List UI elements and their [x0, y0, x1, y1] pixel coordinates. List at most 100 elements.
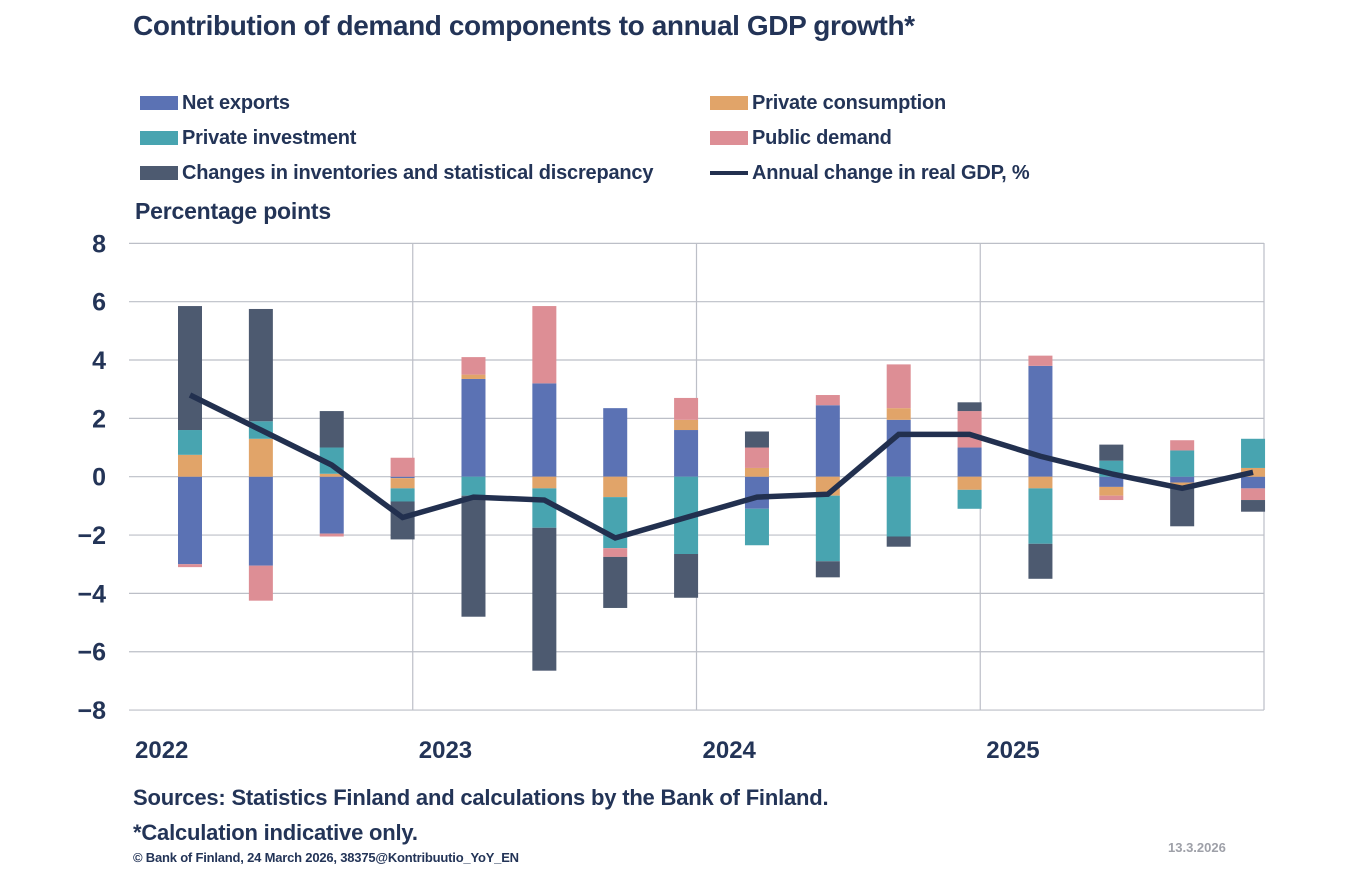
bar-segment — [603, 556, 628, 608]
bar-segment — [886, 364, 911, 409]
bar-segment — [674, 554, 699, 598]
bar-segment — [957, 489, 982, 509]
bar-segment — [744, 431, 769, 448]
bar-segment — [1099, 444, 1124, 461]
bar-segment — [1241, 488, 1266, 501]
bar-segment — [1241, 438, 1266, 468]
public-demand-swatch-icon — [710, 131, 748, 145]
y-axis-unit-label: Percentage points — [135, 198, 331, 224]
bar-segment — [886, 536, 911, 547]
bar-segment — [532, 488, 557, 528]
bar-segment — [248, 438, 273, 477]
bar-segment — [1099, 495, 1124, 501]
y-tick-label: −2 — [77, 522, 106, 550]
bar-segment — [674, 419, 699, 431]
bar-segment — [957, 402, 982, 412]
bar-segment — [957, 476, 982, 490]
private-consumption-swatch-icon — [710, 96, 748, 110]
bar-segment — [674, 430, 699, 477]
private-investment-swatch-icon — [140, 131, 178, 145]
bar-segment — [1028, 543, 1053, 579]
bar-segment — [1241, 500, 1266, 512]
bar-segment — [1241, 476, 1266, 489]
bar-segment — [178, 454, 202, 477]
y-tick-label: −8 — [77, 697, 106, 725]
sources-note: Sources: Statistics Finland and calculat… — [133, 785, 829, 810]
bar-segment — [815, 405, 840, 477]
bar-segment — [248, 476, 273, 566]
bar-segment — [461, 357, 486, 375]
bar-segment — [461, 374, 486, 379]
copyright-line: © Bank of Finland, 24 March 2026, 38375@… — [133, 850, 519, 865]
y-tick-label: −4 — [77, 580, 106, 608]
bar-segment — [461, 476, 486, 496]
gdp-line-swatch-icon — [710, 171, 748, 175]
bar-segment — [744, 467, 769, 477]
bar-segment — [744, 476, 769, 509]
legend-item-private-consumption: Private consumption — [710, 91, 947, 114]
legend-item-inventories: Changes in inventories and statistical d… — [140, 161, 654, 184]
bar-segment — [957, 411, 982, 448]
bar-segment — [178, 564, 202, 568]
bar-segment — [532, 476, 557, 489]
bar-segment — [815, 561, 840, 578]
bar-segment — [1170, 450, 1195, 477]
bar-segment — [390, 478, 415, 489]
chart-title: Contribution of demand components to ann… — [133, 10, 915, 41]
legend-item-private-investment: Private investment — [140, 127, 356, 149]
bar-segment — [461, 378, 486, 477]
bar-segment — [390, 457, 415, 477]
bar-segment — [248, 565, 273, 601]
legend-label: Private consumption — [752, 91, 947, 114]
bar-segment — [390, 501, 415, 540]
bar-segment — [674, 397, 699, 420]
bar-segment — [532, 306, 557, 384]
legend-item-public-demand: Public demand — [710, 126, 892, 149]
y-tick-label: 4 — [92, 347, 106, 375]
bar-segment — [1170, 440, 1195, 451]
bar-segment — [1028, 355, 1053, 366]
inventories-swatch-icon — [140, 166, 178, 180]
bar-segment — [603, 476, 628, 498]
x-year-label: 2025 — [986, 737, 1039, 764]
bar-segment — [603, 408, 628, 477]
bar-segment — [886, 408, 911, 420]
x-year-label: 2023 — [419, 737, 472, 764]
bar-segment — [1099, 476, 1124, 487]
bar-segment — [603, 548, 628, 557]
y-tick-label: 0 — [92, 464, 106, 492]
bar-segment — [1099, 486, 1124, 496]
bar-segment — [319, 473, 344, 477]
bar-segment — [178, 306, 202, 431]
bar-segment — [319, 476, 344, 534]
y-tick-label: 6 — [92, 289, 106, 317]
bar-segment — [1028, 476, 1053, 489]
legend-label: Public demand — [752, 126, 892, 149]
x-year-label: 2022 — [135, 737, 188, 764]
print-date: 13.3.2026 — [1168, 840, 1226, 855]
bar-segment — [957, 447, 982, 477]
net-exports-swatch-icon — [140, 96, 178, 110]
bar-segment — [744, 508, 769, 546]
bar-segment — [390, 476, 415, 479]
x-year-label: 2024 — [703, 737, 757, 764]
bar-segment — [390, 488, 415, 502]
bar-segment — [744, 447, 769, 468]
bar-segment — [532, 383, 557, 477]
bar-segment — [886, 476, 911, 537]
legend-label: Annual change in real GDP, % — [752, 161, 1030, 184]
bar-segment — [1170, 476, 1195, 483]
legend-item-net-exports: Net exports — [140, 91, 290, 114]
bar-segment — [1170, 482, 1195, 486]
y-tick-label: 8 — [92, 230, 106, 258]
y-tick-label: 2 — [92, 405, 106, 433]
bar-segment — [461, 495, 486, 617]
bar-segment — [1170, 485, 1195, 527]
legend-label: Changes in inventories and statistical d… — [182, 161, 654, 184]
y-tick-label: −6 — [77, 639, 106, 667]
bar-segment — [1028, 488, 1053, 544]
calculation-note: *Calculation indicative only. — [133, 820, 418, 845]
legend-label: Net exports — [182, 91, 290, 114]
bar-segment — [248, 308, 273, 422]
